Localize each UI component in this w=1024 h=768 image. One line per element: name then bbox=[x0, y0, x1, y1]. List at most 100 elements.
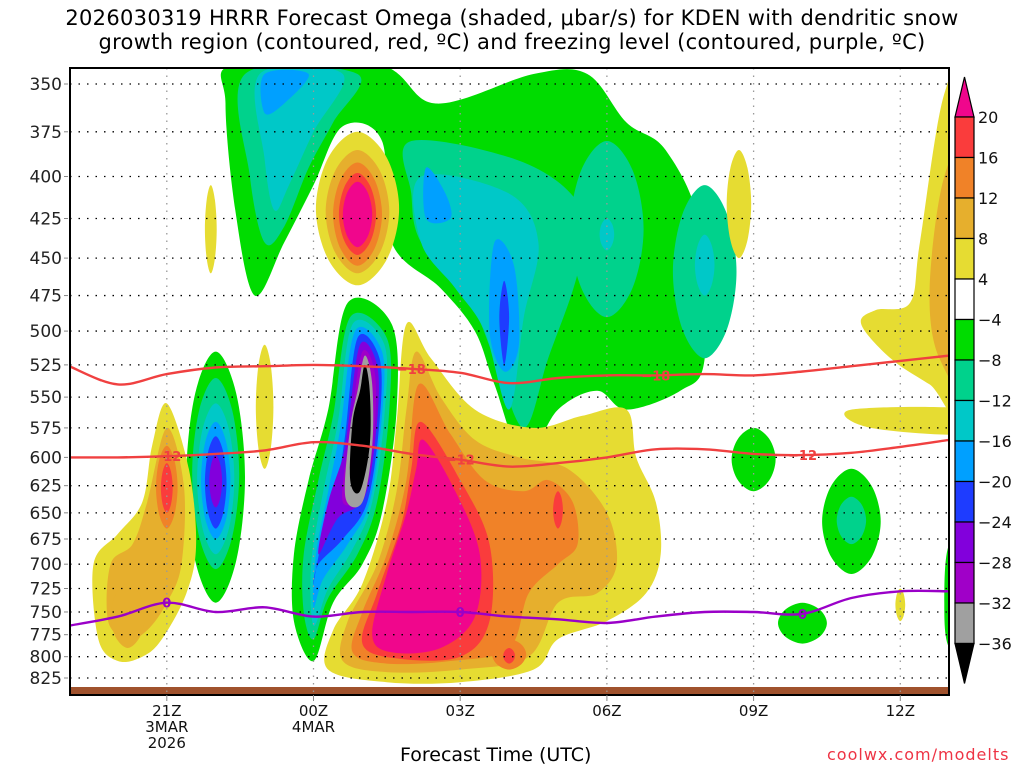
colorbar-label: −20 bbox=[978, 473, 1012, 492]
colorbar-label: −24 bbox=[978, 513, 1012, 532]
y-tick-label: 750 bbox=[30, 603, 62, 623]
colorbar-band bbox=[954, 359, 975, 402]
isotherm-contours: −18 −18 −12 −12 −12 0 0 0 bbox=[70, 354, 949, 627]
omega-region-lower-magenta bbox=[372, 439, 482, 654]
x-axis-title: Forecast Time (UTC) bbox=[400, 744, 592, 766]
colorbar-label: −32 bbox=[978, 594, 1012, 613]
colorbar-label: −4 bbox=[978, 311, 1002, 330]
plot-frame bbox=[69, 67, 950, 696]
omega-region-right-yellow bbox=[860, 78, 949, 413]
colorbar-label: 8 bbox=[978, 230, 988, 249]
omega-region-05z-red bbox=[553, 491, 563, 529]
contour-label: −18 bbox=[641, 369, 670, 384]
y-tick-label: 650 bbox=[30, 504, 62, 524]
y-tick-label: 525 bbox=[30, 356, 62, 376]
omega-region-right-cyan-b bbox=[694, 234, 715, 296]
ground-layer bbox=[70, 687, 949, 695]
omega-region-11z-teal bbox=[836, 496, 867, 545]
colorbar-band bbox=[954, 116, 975, 159]
contour-label: 0 bbox=[798, 608, 807, 623]
omega-region-mid-deepblue bbox=[499, 280, 510, 365]
colorbar-band bbox=[954, 561, 975, 604]
colorbar-band bbox=[954, 440, 975, 483]
contour-line-freezing-level bbox=[70, 589, 949, 627]
y-tick-label: 550 bbox=[30, 388, 62, 408]
y-tick-label: 725 bbox=[30, 579, 62, 599]
colorbar-band bbox=[954, 480, 975, 523]
x-tick-label: 09Z bbox=[739, 702, 768, 720]
omega-region-main-black bbox=[349, 364, 371, 494]
colorbar-label: 16 bbox=[978, 149, 998, 168]
y-tick-label: 450 bbox=[30, 249, 62, 269]
y-tick-label: 800 bbox=[30, 648, 62, 668]
omega-region-small-yellow-22z bbox=[204, 185, 217, 274]
omega-region-small-yellow-08z bbox=[726, 150, 752, 259]
colorbar-label: −16 bbox=[978, 432, 1012, 451]
omega-region-10z-green bbox=[778, 602, 827, 644]
y-tick-label: 600 bbox=[30, 448, 62, 468]
colorbar-band bbox=[954, 278, 975, 321]
omega-shading bbox=[92, 68, 949, 684]
y-tick-label: 825 bbox=[30, 669, 62, 689]
colorbar-label: −28 bbox=[978, 554, 1012, 573]
contour-label: 0 bbox=[456, 606, 465, 621]
chart-title-line-2: growth region (contoured, red, ºC) and f… bbox=[98, 30, 926, 54]
colorbar-label: −8 bbox=[978, 351, 1002, 370]
omega-region-20z-gold bbox=[110, 583, 145, 648]
x-tick-label: 03Z bbox=[446, 702, 475, 720]
y-tick-label: 350 bbox=[30, 75, 62, 95]
y-tick-label: 425 bbox=[30, 210, 62, 230]
omega-region-upper-sub-magenta bbox=[342, 181, 373, 248]
contour-label: 0 bbox=[162, 597, 171, 612]
colorbar-label: 20 bbox=[978, 108, 998, 127]
omega-region-mid-blue-a bbox=[423, 167, 452, 224]
omega-region-right-edge-yellow-b bbox=[844, 406, 949, 435]
colorbar-band bbox=[954, 318, 975, 361]
y-axis: 350 375 400 425 450 475 500 525 550 575 600 625 650 6… bbox=[30, 75, 68, 689]
colorbar-top-arrow bbox=[954, 76, 975, 118]
omega-region-21z-red bbox=[160, 463, 173, 513]
colorbar-band bbox=[954, 521, 975, 564]
colorbar-band bbox=[954, 602, 975, 645]
omega-region-12z-yellow bbox=[895, 588, 906, 622]
contour-label: −18 bbox=[397, 363, 426, 378]
contour-line-isotherm bbox=[70, 354, 949, 386]
omega-region-upper-left-blue bbox=[260, 69, 309, 115]
y-tick-label: 700 bbox=[30, 555, 62, 575]
credit-link[interactable]: coolwx.com/modelts bbox=[827, 745, 1010, 764]
y-tick-label: 375 bbox=[30, 123, 62, 143]
ground-strip bbox=[70, 687, 949, 695]
x-tick-label: 00Z bbox=[299, 702, 328, 720]
colorbar-label: 12 bbox=[978, 189, 998, 208]
x-tick-label: 4MAR bbox=[292, 718, 335, 736]
y-tick-label: 400 bbox=[30, 168, 62, 188]
x-tick-label: 06Z bbox=[592, 702, 621, 720]
colorbar-label: −36 bbox=[978, 635, 1012, 654]
y-tick-label: 500 bbox=[30, 322, 62, 342]
omega-region-right-gold bbox=[929, 162, 949, 378]
contour-line-isotherm bbox=[70, 438, 949, 468]
chart-title-line-1: 2026030319 HRRR Forecast Omega (shaded, … bbox=[65, 6, 959, 30]
contour-label: −12 bbox=[152, 450, 181, 465]
contour-label: −12 bbox=[446, 454, 475, 469]
chart-title: 2026030319 HRRR Forecast Omega (shaded, … bbox=[0, 6, 1024, 54]
colorbar-band bbox=[954, 237, 975, 280]
x-tick-label: 3MAR bbox=[145, 718, 188, 736]
omega-region-09z-green bbox=[731, 427, 776, 492]
colorbar-label: 4 bbox=[978, 270, 988, 289]
y-tick-label: 675 bbox=[30, 530, 62, 550]
omega-region-yellow-spike-23z bbox=[255, 344, 274, 469]
x-tick-label: 12Z bbox=[886, 702, 915, 720]
colorbar-bottom-arrow bbox=[954, 642, 975, 684]
colorbar: 20 16 12 8 4 −4 −8 −12 −16 −20 −24 −28 −32 −36 bbox=[954, 76, 1012, 684]
contour-label: −12 bbox=[788, 449, 817, 464]
colorbar-band bbox=[954, 156, 975, 199]
colorbar-band bbox=[954, 197, 975, 240]
omega-region-22z-violet bbox=[209, 455, 223, 508]
y-tick-label: 775 bbox=[30, 626, 62, 646]
y-tick-label: 575 bbox=[30, 419, 62, 439]
omega-region-right-edge-green bbox=[944, 544, 949, 648]
colorbar-band bbox=[954, 399, 975, 442]
